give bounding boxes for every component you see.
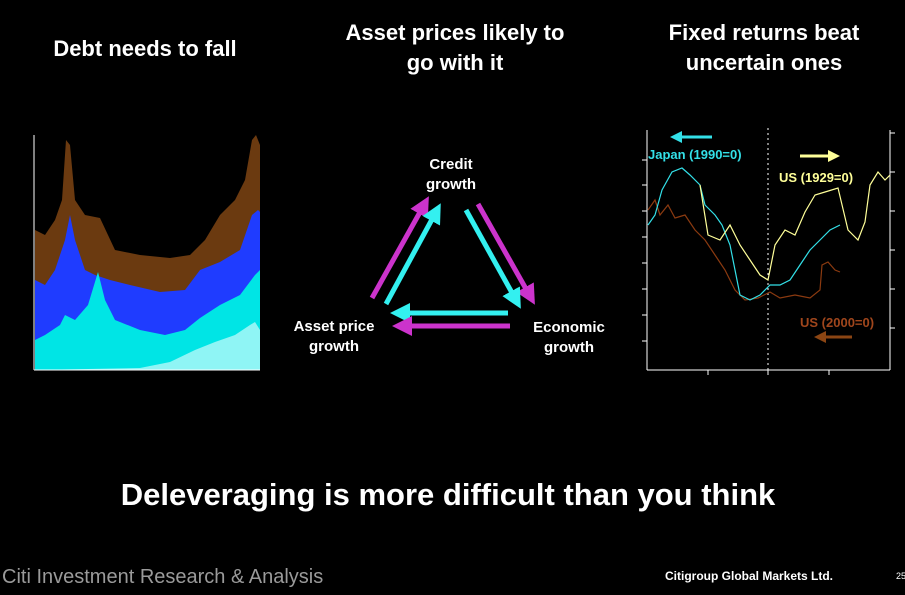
debt-chart: [33, 135, 260, 371]
panel-title: Asset prices likely to: [346, 20, 565, 45]
node-label: growth: [544, 339, 594, 356]
panel-title: Fixed returns beat: [669, 20, 860, 45]
node-label: growth: [309, 338, 359, 355]
legend-label: Japan (1990=0): [648, 147, 742, 162]
legend-label: US (1929=0): [779, 170, 853, 185]
node-label: Asset price: [294, 318, 375, 335]
node-label: growth: [426, 176, 476, 193]
footer-brand: Citi Investment Research & Analysis: [2, 566, 323, 588]
returns-chart: [642, 128, 895, 375]
node-label: Credit: [429, 156, 472, 173]
footer-company: Citigroup Global Markets Ltd.: [665, 569, 833, 583]
headline: Deleveraging is more difficult than you …: [121, 477, 776, 512]
cycle-diagram: [369, 196, 535, 336]
page-number: 25: [896, 571, 905, 581]
node-label: Economic: [533, 319, 605, 336]
legend-label: US (2000=0): [800, 315, 874, 330]
panel-title: Debt needs to fall: [53, 36, 236, 61]
panel-title: uncertain ones: [686, 50, 842, 75]
panel-title: go with it: [407, 50, 504, 75]
